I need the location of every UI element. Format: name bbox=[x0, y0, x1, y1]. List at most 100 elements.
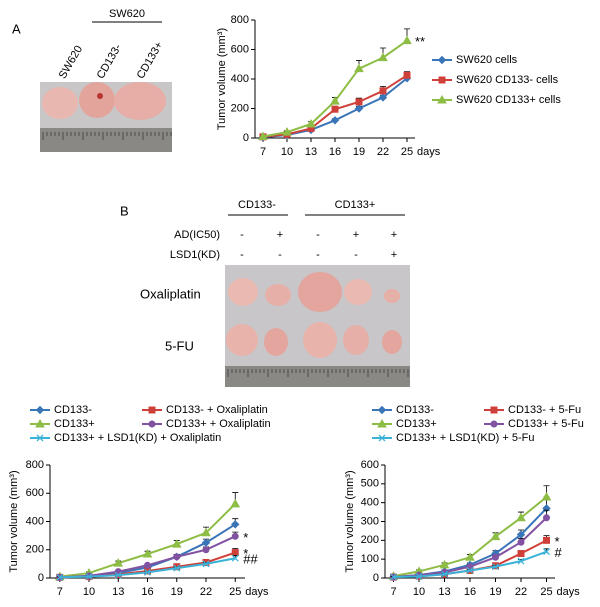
x-tick-label: 10 bbox=[83, 586, 95, 598]
y-tick-label: 300 bbox=[361, 515, 379, 527]
legend-label: CD133+ bbox=[54, 418, 95, 430]
condition-label: LSD1(KD) bbox=[170, 249, 220, 261]
marker bbox=[56, 573, 64, 581]
marker bbox=[466, 567, 474, 574]
marker bbox=[543, 548, 550, 556]
photo bbox=[40, 82, 172, 152]
legend-marker bbox=[437, 94, 447, 104]
y-tick-label: 600 bbox=[361, 459, 379, 471]
condition-mark: - bbox=[240, 229, 244, 241]
x-tick-label: 19 bbox=[489, 586, 501, 598]
group-label: CD133+ bbox=[335, 199, 376, 211]
marker bbox=[379, 87, 387, 95]
marker bbox=[492, 563, 499, 571]
marker bbox=[171, 539, 182, 548]
x-tick-label: 25 bbox=[540, 586, 552, 598]
marker bbox=[231, 532, 239, 540]
legend-label: CD133+ + LSD1(KD) + 5-Fu bbox=[396, 432, 534, 444]
x-tick-label: 25 bbox=[229, 586, 241, 598]
marker bbox=[85, 573, 93, 581]
y-tick-label: 400 bbox=[231, 73, 249, 85]
legend-label: SW620 CD133+ cells bbox=[456, 94, 561, 106]
marker bbox=[378, 93, 388, 102]
legend-marker bbox=[36, 434, 44, 442]
sample-label: SW620 bbox=[57, 44, 85, 81]
marker bbox=[490, 531, 501, 541]
y-axis-label: Tumor volume (mm³) bbox=[8, 470, 20, 572]
marker bbox=[378, 52, 388, 62]
legend-marker bbox=[437, 55, 447, 65]
sample-label: CD133- bbox=[95, 42, 125, 81]
x-tick-label: 16 bbox=[329, 146, 341, 158]
condition-mark: - bbox=[240, 249, 244, 261]
x-tick-label: 7 bbox=[260, 146, 266, 158]
y-tick-label: 100 bbox=[361, 553, 379, 565]
y-tick-label: 800 bbox=[231, 14, 249, 26]
legend-marker bbox=[148, 420, 156, 428]
marker bbox=[202, 560, 210, 568]
legend-label: CD133+ bbox=[396, 418, 437, 430]
marker bbox=[517, 538, 525, 546]
annotation: * bbox=[555, 534, 560, 549]
legend-marker bbox=[35, 405, 45, 415]
marker bbox=[231, 554, 239, 562]
legend-marker bbox=[148, 406, 156, 414]
marker bbox=[517, 550, 525, 558]
marker bbox=[330, 96, 340, 105]
legend-label: CD133- + 5-Fu bbox=[508, 404, 581, 416]
condition-mark: + bbox=[391, 249, 397, 261]
group-label: CD133- bbox=[238, 199, 276, 211]
legend-label: CD133- bbox=[396, 404, 434, 416]
x-tick-label: 10 bbox=[281, 146, 293, 158]
y-tick-label: 200 bbox=[361, 534, 379, 546]
sample-label: CD133+ bbox=[135, 40, 166, 81]
x-tick-label: 13 bbox=[305, 146, 317, 158]
marker bbox=[202, 546, 210, 554]
marker bbox=[173, 564, 181, 572]
marker bbox=[330, 116, 340, 125]
condition-mark: + bbox=[353, 229, 359, 241]
marker bbox=[354, 63, 364, 73]
marker bbox=[173, 553, 181, 561]
legend-label: CD133+ + LSD1(KD) + Oxaliplatin bbox=[54, 432, 221, 444]
y-tick-label: 400 bbox=[26, 515, 44, 527]
annotation: ** bbox=[415, 34, 425, 49]
condition-label: AD(IC50) bbox=[174, 229, 220, 241]
row-label: Oxaliplatin bbox=[140, 286, 201, 301]
condition-mark: + bbox=[391, 229, 397, 241]
x-tick-label: 7 bbox=[390, 586, 396, 598]
legend-label: CD133+ + 5-Fu bbox=[508, 418, 584, 430]
y-tick-label: 0 bbox=[38, 572, 44, 584]
x-tick-label: 22 bbox=[200, 586, 212, 598]
marker bbox=[113, 558, 124, 567]
marker bbox=[201, 527, 211, 537]
annotation: ## bbox=[243, 552, 258, 567]
marker bbox=[230, 498, 241, 508]
annotation: * bbox=[243, 546, 248, 561]
legend-marker bbox=[377, 405, 387, 415]
x-tick-label: 22 bbox=[377, 146, 389, 158]
y-axis-label: Tumor volume (mm³) bbox=[344, 470, 356, 572]
x-tick-label: 7 bbox=[57, 586, 63, 598]
group-label: SW620 bbox=[109, 8, 145, 20]
y-tick-label: 200 bbox=[231, 102, 249, 114]
marker bbox=[543, 514, 550, 522]
y-tick-label: 200 bbox=[26, 544, 44, 556]
x-axis-label: days bbox=[245, 586, 269, 598]
y-tick-label: 800 bbox=[26, 459, 44, 471]
x-tick-label: 13 bbox=[438, 586, 450, 598]
marker bbox=[258, 131, 268, 141]
row-label: 5-FU bbox=[165, 338, 194, 353]
x-tick-label: 25 bbox=[401, 146, 413, 158]
marker bbox=[201, 538, 211, 547]
y-axis-label: Tumor volume (mm³) bbox=[216, 28, 228, 130]
y-tick-label: 500 bbox=[361, 478, 379, 490]
y-tick-label: 600 bbox=[231, 43, 249, 55]
legend-label: SW620 cells bbox=[456, 54, 518, 66]
marker bbox=[543, 536, 550, 544]
x-tick-label: 16 bbox=[464, 586, 476, 598]
legend-label: SW620 CD133- cells bbox=[456, 74, 559, 86]
marker bbox=[465, 552, 475, 561]
marker bbox=[331, 105, 339, 113]
marker bbox=[282, 127, 292, 136]
